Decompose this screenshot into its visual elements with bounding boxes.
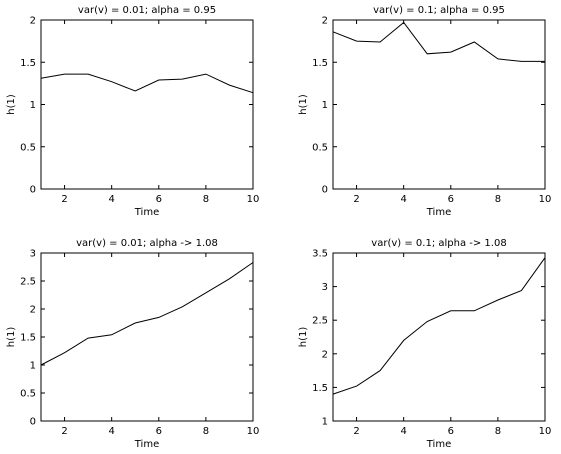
y-tick-label: 2 [322, 349, 328, 360]
x-axis-label: Time [134, 439, 159, 450]
x-tick-label: 2 [61, 426, 67, 437]
x-tick-label: 10 [247, 194, 260, 205]
plot-frame [40, 19, 254, 190]
y-tick-label: 1 [30, 100, 36, 111]
y-tick-label: 1 [322, 417, 328, 428]
x-tick-label: 4 [400, 426, 406, 437]
y-tick-label: 1.5 [20, 58, 36, 69]
y-tick-label: 2 [322, 16, 328, 27]
x-tick-label: 6 [156, 194, 162, 205]
x-tick-label: 10 [539, 194, 552, 205]
y-tick-label: 1.5 [312, 58, 328, 69]
series-line [40, 262, 254, 366]
x-tick-label: 2 [61, 194, 67, 205]
x-tick-label: 4 [108, 194, 114, 205]
y-tick-label: 2.5 [312, 316, 328, 327]
y-tick-label: 1.5 [312, 383, 328, 394]
series-line [332, 21, 545, 62]
y-tick-label: 2 [30, 305, 36, 316]
y-tick-label: 0.5 [312, 142, 328, 153]
subplot-2: 2 4 6 8 10 0 0.5 1 1.5 2 var(v) = 0.1; alpha = 0.9… [298, 5, 551, 218]
y-axis-label: h(1) [298, 94, 309, 115]
series-line [332, 257, 546, 395]
subplot-3: 2 4 6 8 10 0 0.5 1 1.5 2 2.5 3 var(v) = 0.01; alpha … [6, 238, 259, 450]
x-tick-label: 8 [203, 194, 209, 205]
x-tick-label: 10 [539, 426, 552, 437]
y-tick-label: 3 [30, 249, 36, 260]
subplot-1: 2 4 6 8 10 0 0.5 1 1.5 2 var(v) = 0.01; alpha = 0.… [6, 5, 259, 218]
y-tick-label: 0 [30, 185, 36, 196]
subplot-4: 2 4 6 8 10 1 1.5 2 2.5 3 3.5 var(v) = 0.1; alpha ->… [298, 238, 551, 450]
series-line [40, 73, 254, 94]
chart-title: var(v) = 0.1; alpha = 0.95 [373, 5, 505, 16]
x-tick-label: 10 [247, 426, 260, 437]
x-tick-label: 6 [448, 426, 454, 437]
x-tick-label: 8 [203, 426, 209, 437]
x-axis-label: Time [426, 439, 451, 450]
y-axis-label: h(1) [298, 327, 309, 348]
x-tick-label: 2 [353, 194, 359, 205]
y-tick-label: 0 [30, 417, 36, 428]
y-tick-label: 0.5 [20, 142, 36, 153]
y-tick-label: 0 [322, 185, 328, 196]
y-axis-label: h(1) [6, 94, 17, 115]
x-tick-label: 6 [448, 194, 454, 205]
y-tick-label: 2.5 [20, 277, 36, 288]
x-tick-label: 8 [495, 426, 501, 437]
chart-title: var(v) = 0.01; alpha = 0.95 [78, 5, 216, 16]
y-tick-label: 1 [322, 100, 328, 111]
y-tick-label: 3.5 [312, 249, 328, 260]
x-tick-label: 2 [353, 426, 359, 437]
y-tick-label: 1.5 [20, 333, 36, 344]
x-tick-label: 6 [156, 426, 162, 437]
y-tick-label: 2 [30, 16, 36, 27]
x-tick-label: 4 [108, 426, 114, 437]
chart-title: var(v) = 0.01; alpha -> 1.08 [76, 238, 218, 249]
x-axis-label: Time [426, 207, 451, 218]
y-tick-label: 0.5 [20, 389, 36, 400]
plot-frame [332, 252, 546, 422]
x-axis-label: Time [134, 207, 159, 218]
chart-title: var(v) = 0.1; alpha -> 1.08 [371, 238, 506, 249]
y-tick-label: 1 [30, 361, 36, 372]
y-tick-label: 3 [322, 282, 328, 293]
plot-frame [332, 19, 546, 190]
plot-frame [40, 252, 254, 422]
x-tick-label: 8 [495, 194, 501, 205]
x-tick-label: 4 [400, 194, 406, 205]
y-axis-label: h(1) [6, 327, 17, 348]
